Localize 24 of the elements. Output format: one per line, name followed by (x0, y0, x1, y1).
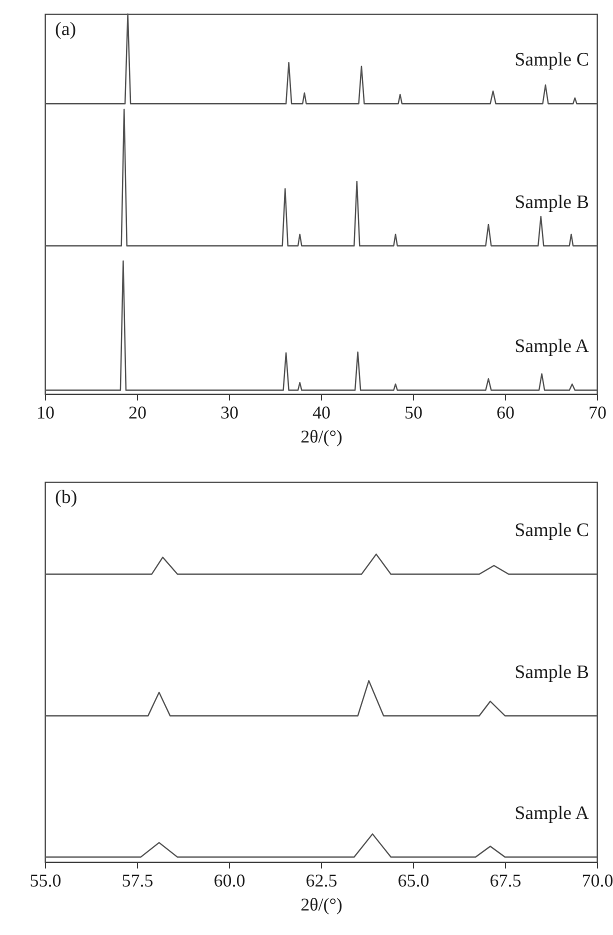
series-label: Sample A (514, 803, 590, 824)
x-tick-label: 65.0 (398, 870, 430, 890)
x-axis-title: 2θ/(°) (300, 894, 342, 914)
series-label: Sample C (514, 50, 589, 71)
x-tick-label: 70 (588, 402, 606, 422)
x-tick-label: 50 (404, 402, 422, 422)
x-tick-label: 67.5 (490, 870, 522, 890)
series-label: Sample B (514, 662, 589, 683)
text: (b) (55, 487, 78, 508)
x-tick-label: 40 (312, 402, 330, 422)
x-tick-label: 10 (36, 402, 54, 422)
series-label: Sample C (514, 520, 589, 542)
x-tick-label: 57.5 (122, 870, 154, 890)
x-tick-label: 70.0 (582, 870, 613, 890)
x-tick-label: 30 (220, 402, 238, 422)
x-tick-label: 62.5 (306, 870, 338, 890)
x-tick-label: 60.0 (214, 870, 246, 890)
x-tick-label: 20 (128, 402, 146, 422)
series-label: Sample A (514, 336, 590, 358)
x-axis-title: 2θ/(°) (300, 426, 342, 446)
x-tick-label: 55.0 (30, 870, 62, 890)
series-label: Sample B (514, 192, 589, 213)
annotation: (a) (55, 19, 76, 40)
x-tick-label: 60 (496, 402, 514, 422)
